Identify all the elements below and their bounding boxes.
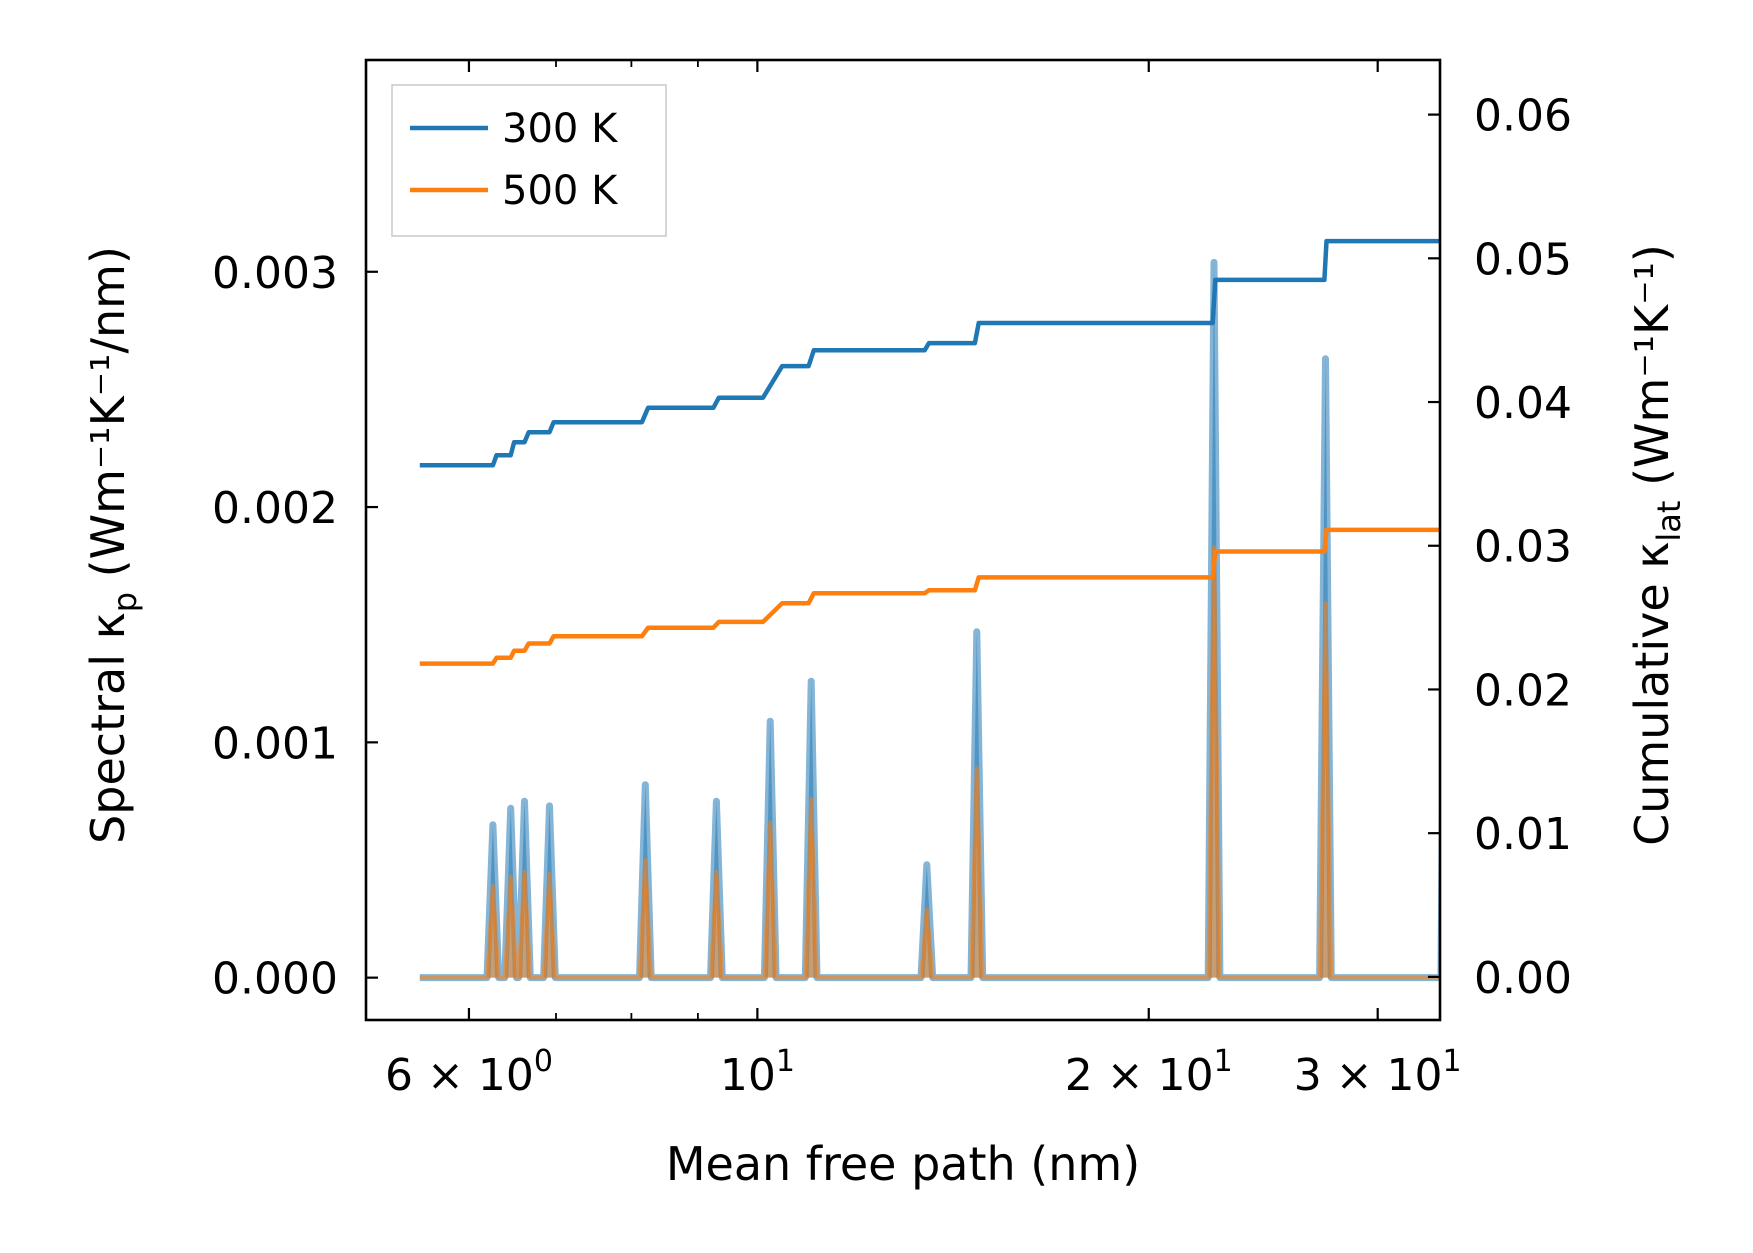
spectral-line-300k — [419, 258, 1440, 982]
legend: 300 K 500 K — [391, 84, 667, 237]
x-tick-label: 6 × 100 — [385, 1044, 553, 1101]
legend-box — [391, 84, 667, 237]
x-tick-label: 101 — [720, 1044, 795, 1101]
y-left-tick-label: 0.003 — [212, 248, 338, 299]
y-axis-left-label: Spectral κp (Wm⁻¹K⁻¹/nm) — [81, 246, 144, 844]
y-right-tick-label: 0.00 — [1474, 953, 1572, 1004]
y-axis-right-label: Cumulative κlat (Wm⁻¹K⁻¹) — [1625, 244, 1688, 846]
spectral-area-500k — [419, 547, 1440, 978]
y-right-tick-label: 0.03 — [1474, 522, 1572, 573]
x-tick-label: 2 × 101 — [1065, 1044, 1233, 1101]
y-left-tick-label: 0.002 — [212, 483, 338, 534]
cumulative-line-500k — [419, 527, 1440, 666]
y-right-tick-label: 0.05 — [1474, 234, 1572, 285]
spectral-line-500k — [419, 545, 1440, 980]
y-left-tick-label: 0.001 — [212, 718, 338, 769]
legend-label-300k: 300 K — [502, 106, 619, 152]
y-left-tick-label: 0.000 — [212, 954, 338, 1005]
y-right-tick-label: 0.01 — [1474, 809, 1572, 860]
spectral-series-layer — [419, 258, 1440, 982]
plot-frame — [364, 58, 1442, 1022]
ticks-layer: 6 × 100 101 2 × 101 3 × 101 0.000 0.001 0.002 0… — [212, 60, 1572, 1101]
x-axis-label: Mean free path (nm) — [666, 1137, 1140, 1191]
cumulative-line-300k — [419, 238, 1440, 468]
legend-label-500k: 500 K — [502, 168, 619, 214]
x-tick-label: 3 × 101 — [1294, 1044, 1462, 1101]
y-right-tick-label: 0.02 — [1474, 665, 1572, 716]
y-right-tick-label: 0.04 — [1474, 378, 1572, 429]
cumulative-series-layer — [419, 238, 1440, 666]
y-right-tick-label: 0.06 — [1474, 91, 1572, 142]
